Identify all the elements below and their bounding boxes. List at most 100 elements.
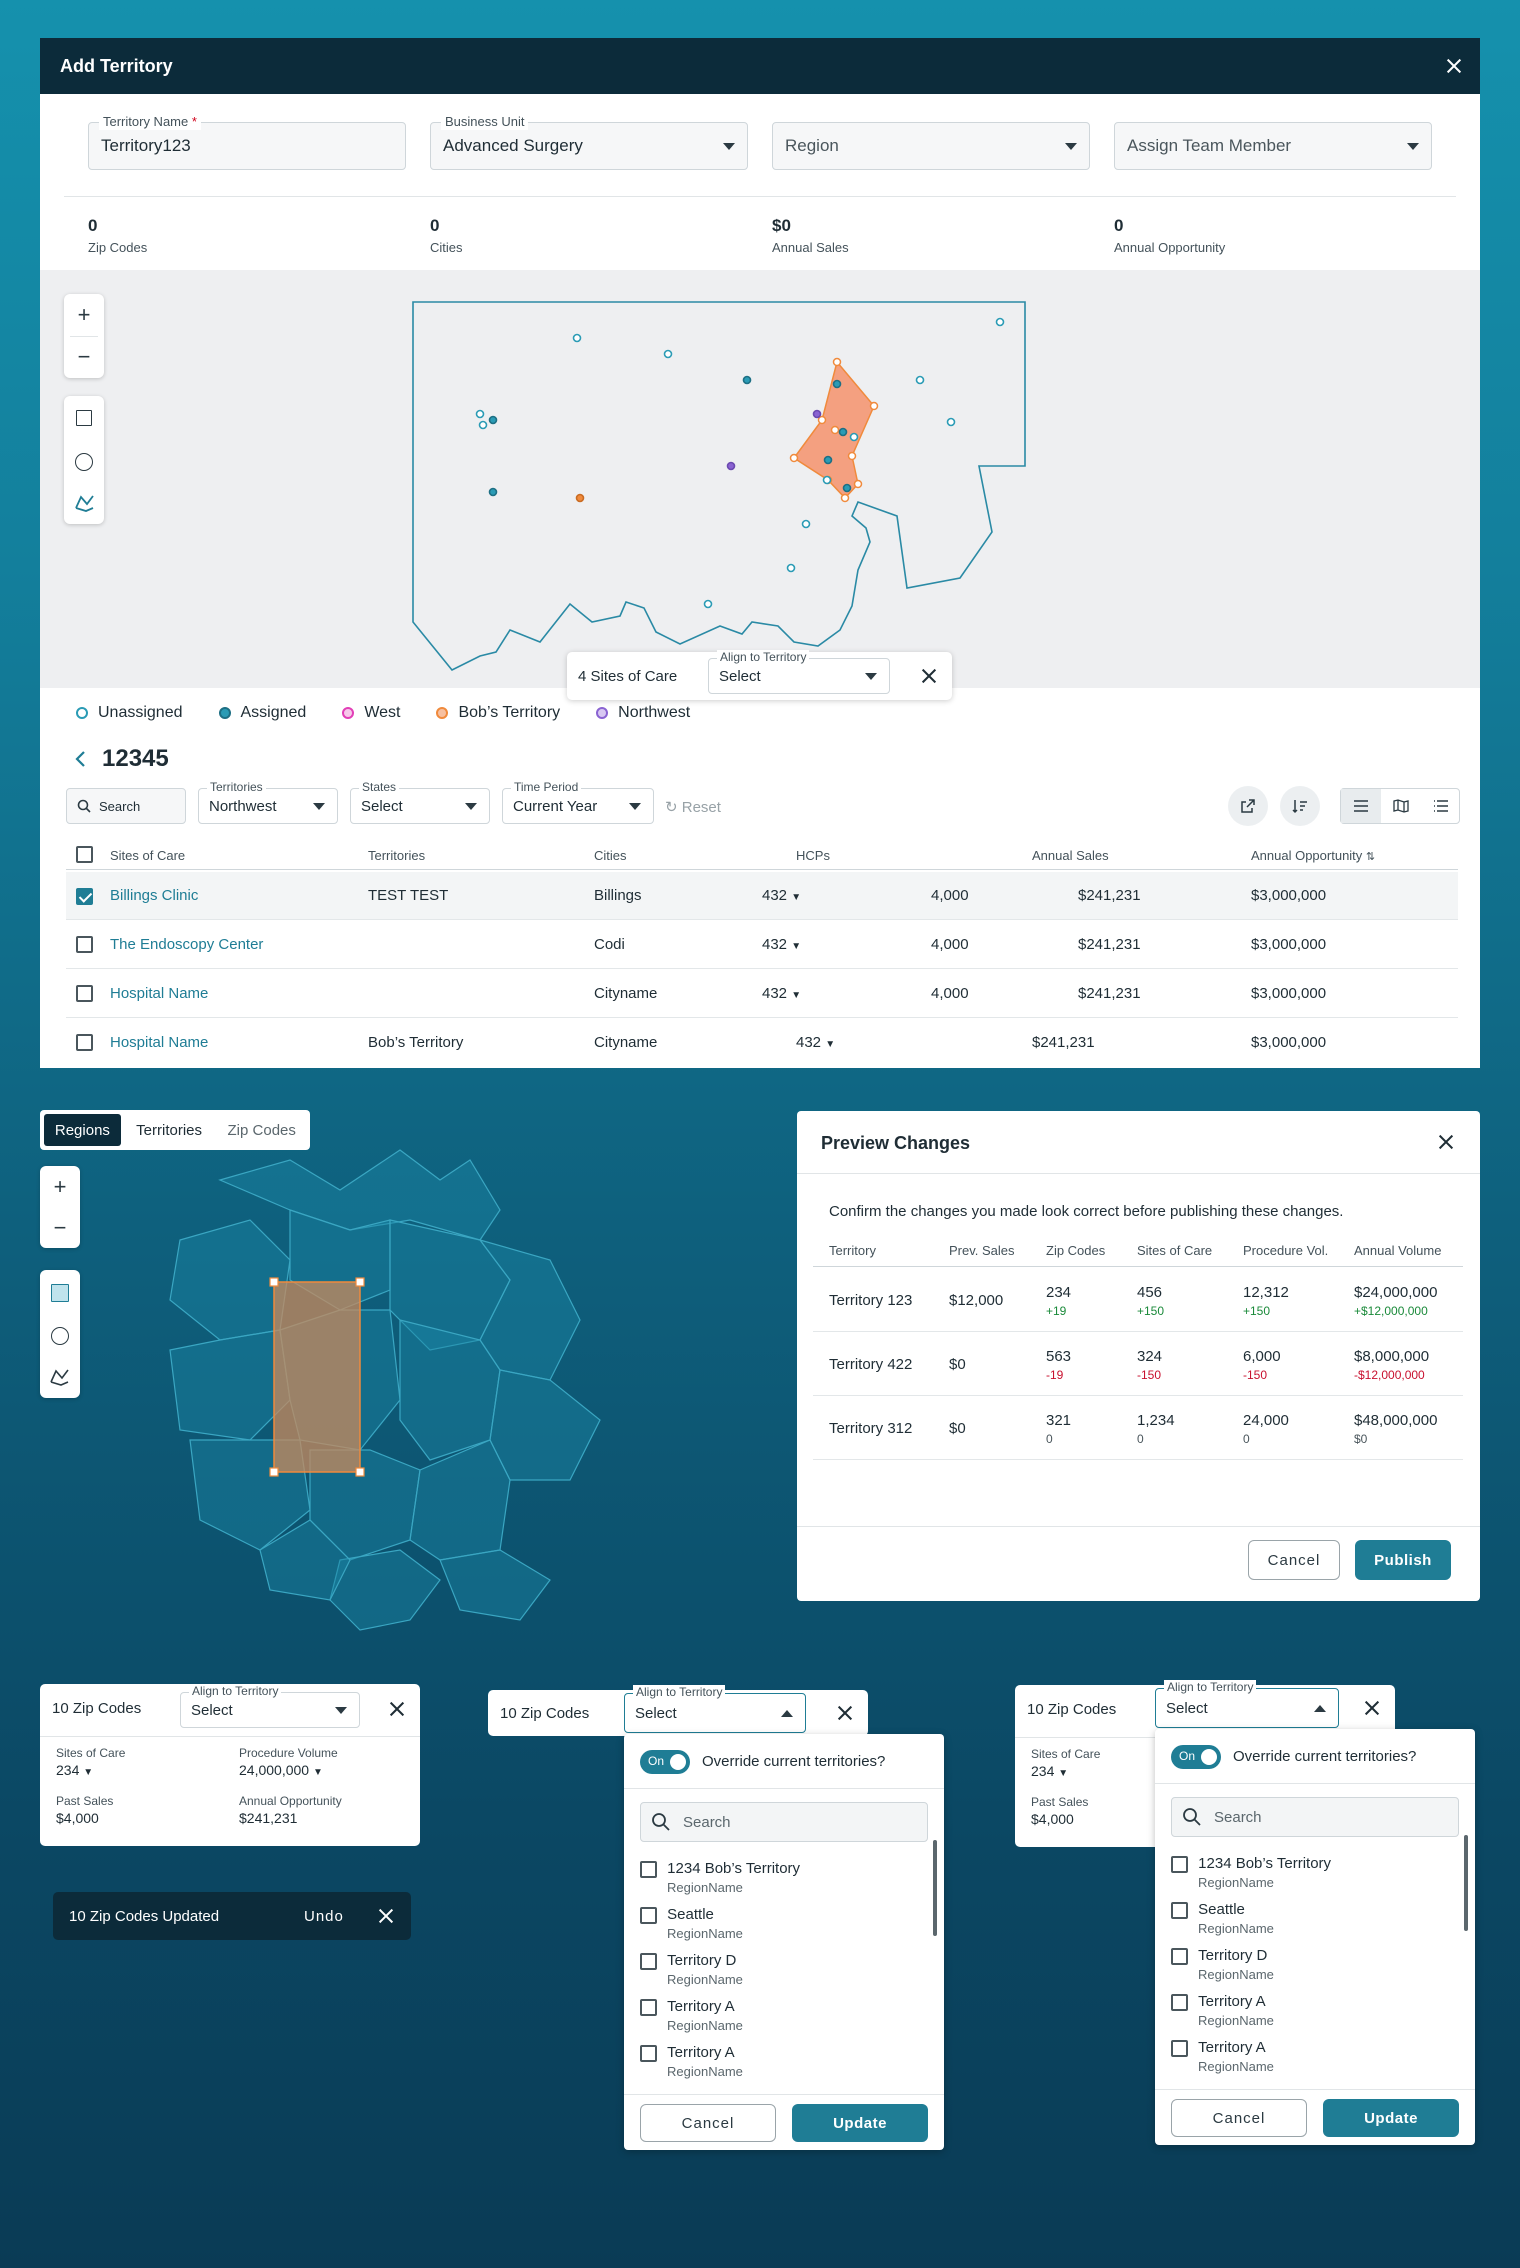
option-checkbox[interactable] [1171,1855,1188,1873]
option-item[interactable]: 1234 Bob’s Territory RegionName [640,1860,800,1895]
col-territories[interactable]: Territories [368,848,426,863]
scrollbar[interactable] [933,1840,937,1936]
zoom-out-icon[interactable]: − [77,344,91,369]
col-hcps[interactable]: HCPs [796,848,830,863]
cancel-button[interactable]: Cancel [640,2104,776,2142]
option-checkbox[interactable] [640,1952,657,1970]
state-map[interactable] [40,270,1480,688]
option-checkbox[interactable] [1171,1947,1188,1965]
option-checkbox[interactable] [640,1860,657,1878]
align-territory-select[interactable]: Align to Territory Select [624,1685,806,1733]
time-period-filter[interactable]: Time Period Current Year [502,780,654,824]
col-sites-of-care[interactable]: Sites of Care [110,848,186,863]
stat-value[interactable]: 234 ▼ [1031,1763,1100,1779]
stat-value[interactable]: 24,000,000 ▼ [239,1762,338,1778]
split-view-icon[interactable] [1341,789,1381,823]
cancel-button[interactable]: Cancel [1248,1540,1340,1580]
option-item[interactable]: Seattle RegionName [640,1906,743,1941]
align-territory-select[interactable]: Align to Territory Select [708,650,890,694]
states-filter[interactable]: States Select [350,780,490,824]
option-item[interactable]: Territory A RegionName [1171,1993,1274,2028]
update-button[interactable]: Update [792,2104,928,2142]
reset-button[interactable]: ↻ Reset [665,798,721,816]
polygon-tool-icon[interactable] [49,1366,71,1388]
table-row[interactable]: Hospital Name Cityname 432 ▼ 4,000 $241,… [66,970,1458,1018]
list-view-icon[interactable] [1421,789,1461,823]
region-select[interactable]: Region [772,122,1090,170]
option-item[interactable]: Territory A RegionName [640,1998,743,2033]
select-all-checkbox[interactable] [76,846,93,863]
option-item[interactable]: 1234 Bob’s Territory RegionName [1171,1855,1331,1890]
cancel-button[interactable]: Cancel [1171,2099,1307,2137]
close-icon[interactable] [920,667,938,685]
option-item[interactable]: Territory A RegionName [640,2044,743,2079]
territory-name-field[interactable]: Territory Name * Territory123 [88,114,406,170]
team-member-select[interactable]: Assign Team Member [1114,122,1432,170]
map-view-icon[interactable] [1381,789,1421,823]
site-name-link[interactable]: Billings Clinic [110,887,199,904]
update-button[interactable]: Update [1323,2099,1459,2137]
table-row[interactable]: The Endoscopy Center Codi 432 ▼ 4,000 $2… [66,921,1458,969]
close-icon[interactable] [388,1700,406,1718]
close-icon[interactable] [377,1907,395,1925]
option-checkbox[interactable] [1171,1993,1188,2011]
site-name-link[interactable]: Hospital Name [110,985,209,1002]
row-checkbox[interactable] [76,1034,93,1051]
col-annual-sales[interactable]: Annual Sales [1032,848,1109,863]
search-input[interactable]: Search [640,1802,928,1842]
stat-value[interactable]: 234 ▼ [56,1762,125,1778]
zoom-in-icon[interactable]: + [77,302,91,327]
tab-territories[interactable]: Territories [136,1121,203,1139]
tab-zip-codes[interactable]: Zip Codes [227,1121,296,1139]
cell-hcps[interactable]: 432 ▼ [762,936,801,953]
option-checkbox[interactable] [640,1906,657,1924]
table-row[interactable]: Hospital Name Bob’s Territory Cityname 4… [66,1019,1458,1067]
option-checkbox[interactable] [1171,1901,1188,1919]
business-unit-select[interactable]: Business Unit Advanced Surgery [430,114,748,170]
option-item[interactable]: Seattle RegionName [1171,1901,1274,1936]
region-map[interactable] [140,1120,680,1650]
site-name-link[interactable]: The Endoscopy Center [110,936,264,953]
tab-regions[interactable]: Regions [44,1114,121,1146]
override-toggle[interactable]: On [1171,1745,1221,1769]
polygon-tool-icon[interactable] [74,492,96,514]
undo-button[interactable]: Undo [304,1908,344,1925]
close-icon[interactable] [1363,1699,1381,1717]
export-icon[interactable] [1228,786,1268,826]
row-checkbox[interactable] [76,985,93,1002]
cell-hcps[interactable]: 432 ▼ [796,1034,835,1051]
align-territory-select[interactable]: Align to Territory Select [1155,1680,1339,1728]
publish-button[interactable]: Publish [1355,1540,1451,1580]
search-input[interactable]: Search [66,788,186,824]
territories-filter[interactable]: Territories Northwest [198,780,338,824]
align-territory-select[interactable]: Align to Territory Select [180,1684,360,1728]
scrollbar[interactable] [1464,1835,1468,1931]
option-item[interactable]: Territory D RegionName [1171,1947,1274,1982]
option-item[interactable]: Territory A RegionName [1171,2039,1274,2074]
option-item[interactable]: Territory D RegionName [640,1952,743,1987]
col-cities[interactable]: Cities [594,848,627,863]
circle-tool-icon[interactable] [51,1327,69,1345]
cell-hcps[interactable]: 432 ▼ [762,887,801,904]
zoom-in-icon[interactable]: + [53,1173,67,1199]
circle-tool-icon[interactable] [75,453,93,471]
site-name-link[interactable]: Hospital Name [110,1034,209,1051]
option-checkbox[interactable] [1171,2039,1188,2057]
close-icon[interactable] [1437,1133,1455,1151]
row-checkbox[interactable] [76,936,93,953]
zoom-out-icon[interactable]: − [53,1214,67,1240]
col-annual-opportunity[interactable]: Annual Opportunity ⇅ [1251,848,1375,863]
option-checkbox[interactable] [640,2044,657,2062]
search-input[interactable]: Search [1171,1797,1459,1837]
table-row[interactable]: Billings Clinic TEST TEST Billings 432 ▼… [66,872,1458,920]
close-icon[interactable] [836,1704,854,1722]
cell-hcps[interactable]: 432 ▼ [762,985,801,1002]
map-area[interactable]: + − 4 Sites of Care Align to Territory S… [40,270,1480,700]
rectangle-tool-icon[interactable] [51,1284,69,1302]
back-chevron-icon[interactable] [74,750,88,768]
override-toggle[interactable]: On [640,1750,690,1774]
row-checkbox[interactable] [76,887,93,905]
sort-icon[interactable] [1280,786,1320,826]
rectangle-tool-icon[interactable] [76,410,92,426]
close-icon[interactable] [1445,57,1463,75]
